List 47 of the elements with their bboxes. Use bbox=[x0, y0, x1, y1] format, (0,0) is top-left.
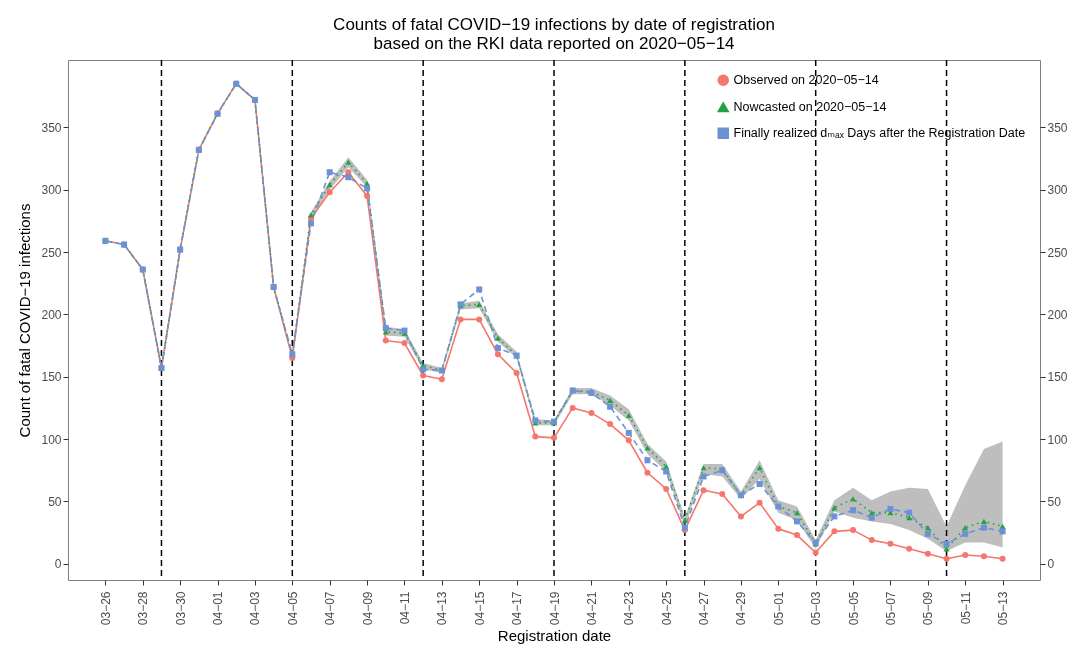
x-tick-label: 05−07 bbox=[883, 591, 898, 626]
y2-tick-label: 150 bbox=[1047, 370, 1068, 385]
y-tick-label: 200 bbox=[41, 307, 62, 322]
legend-label: Nowcasted on 2020−05−14 bbox=[733, 100, 887, 115]
y2-tick-label: 100 bbox=[1047, 432, 1068, 447]
x-tick-label: 04−29 bbox=[734, 591, 749, 626]
x-tick-label: 05−11 bbox=[958, 591, 973, 625]
y2-tick-label: 300 bbox=[1047, 183, 1068, 198]
x-tick-label: 04−11 bbox=[397, 591, 412, 625]
x-tick-label: 04−07 bbox=[323, 591, 338, 626]
x-tick-label: 04−19 bbox=[547, 591, 562, 626]
x-tick-label: 04−25 bbox=[659, 591, 674, 626]
y2-tick-label: 0 bbox=[1047, 557, 1055, 572]
legend-label: Finally realized dₘₐₓ Days after the Registration Date bbox=[733, 126, 1026, 141]
x-axis-title: Registration date bbox=[497, 627, 612, 645]
y-axis-title: Count of fatal COVID−19 infections bbox=[16, 203, 34, 438]
x-tick-label: 04−13 bbox=[435, 591, 450, 626]
x-tick-label: 03−28 bbox=[136, 591, 151, 626]
legend-label: Observed on 2020−05−14 bbox=[733, 73, 879, 88]
x-tick-label: 04−23 bbox=[622, 591, 637, 626]
x-tick-label: 04−27 bbox=[697, 591, 712, 626]
x-tick-label: 05−13 bbox=[996, 591, 1011, 626]
x-tick-label: 05−01 bbox=[771, 591, 786, 626]
x-tick-label: 03−26 bbox=[98, 591, 113, 626]
x-tick-label: 04−21 bbox=[584, 591, 599, 626]
y-tick-label: 100 bbox=[41, 432, 62, 447]
x-tick-label: 04−17 bbox=[510, 591, 525, 626]
y2-tick-label: 200 bbox=[1047, 307, 1068, 322]
x-tick-label: 04−05 bbox=[285, 591, 300, 626]
x-tick-label: 05−05 bbox=[846, 591, 861, 626]
x-tick-label: 04−01 bbox=[211, 591, 226, 626]
y-tick-label: 50 bbox=[48, 494, 62, 509]
y2-tick-label: 50 bbox=[1047, 494, 1062, 509]
y-tick-label: 0 bbox=[54, 557, 62, 572]
x-tick-label: 05−03 bbox=[809, 591, 824, 626]
x-tick-label: 03−30 bbox=[173, 591, 188, 626]
y-tick-label: 300 bbox=[41, 183, 62, 198]
y-tick-label: 150 bbox=[41, 370, 62, 385]
y2-tick-label: 250 bbox=[1047, 245, 1068, 260]
y-tick-label: 250 bbox=[41, 245, 62, 260]
y-tick-label: 350 bbox=[41, 120, 62, 135]
x-tick-label: 04−03 bbox=[248, 591, 263, 626]
y2-tick-label: 350 bbox=[1047, 120, 1068, 135]
x-tick-label: 04−15 bbox=[472, 591, 487, 626]
chart-title: Counts of fatal COVID−19 infections by date of registration based on the RKI data reported on 2020−05−14 bbox=[333, 15, 775, 54]
x-tick-label: 04−09 bbox=[360, 591, 375, 626]
x-tick-label: 05−09 bbox=[921, 591, 936, 626]
